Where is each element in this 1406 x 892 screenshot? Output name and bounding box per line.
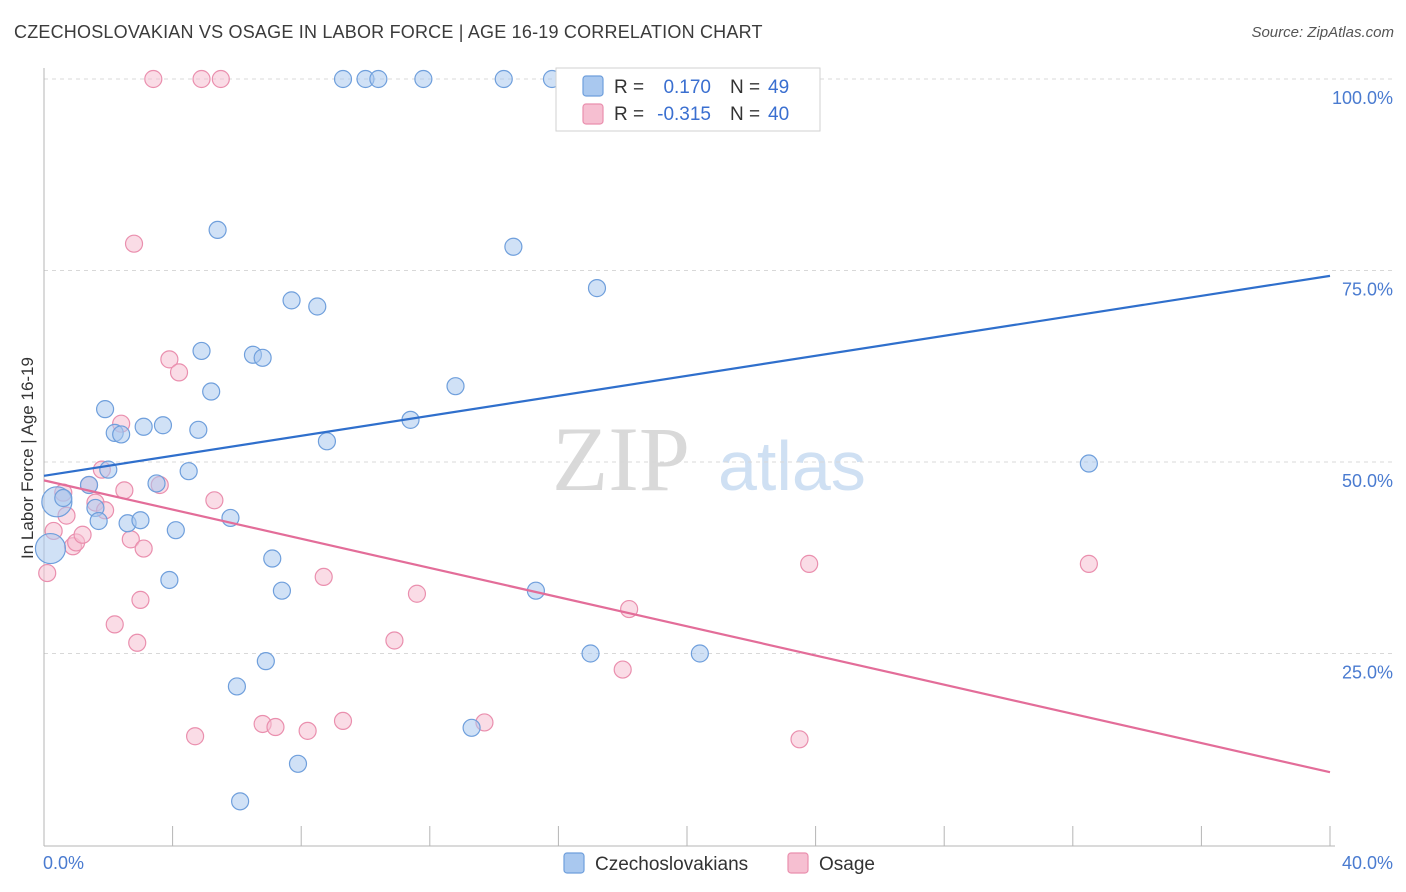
osage-point <box>124 234 144 253</box>
osage-point <box>266 717 285 737</box>
czechoslovakian-point <box>89 511 108 531</box>
czechoslovakian-point <box>208 220 227 240</box>
x-tick-label-min: 0.0% <box>43 853 84 873</box>
stats-legend-r-value-pink: -0.315 <box>657 104 711 125</box>
osage-point <box>790 730 809 749</box>
osage-point <box>385 631 404 650</box>
czechoslovakian-point <box>34 532 67 565</box>
watermark-zip: ZIP <box>552 408 690 510</box>
osage-point <box>205 491 224 510</box>
y-axis-title: In Labor Force | Age 16-19 <box>18 357 37 559</box>
series-legend-label-osage: Osage <box>819 854 875 875</box>
osage-point <box>38 563 57 583</box>
stats-legend-n-label-pink: N = <box>730 104 760 125</box>
czechoslovakian-point <box>179 462 198 481</box>
czechoslovakian-point <box>99 460 118 479</box>
series-legend-swatch-czechoslovakians <box>563 852 585 874</box>
czechoslovakian-point <box>333 69 353 89</box>
czechoslovakian-point <box>308 297 327 316</box>
czechoslovakian-point <box>131 511 150 530</box>
osage-point <box>314 567 333 587</box>
czechoslovakian-point <box>581 644 600 663</box>
osage-point <box>613 660 632 679</box>
czechoslovakian-point <box>153 416 173 435</box>
osage-point <box>144 69 163 89</box>
czechoslovakian-point <box>462 718 481 737</box>
series-legend-label-czechoslovakians: Czechoslovakians <box>595 854 748 875</box>
osage-point <box>186 727 205 746</box>
osage-point <box>211 69 230 89</box>
czechoslovakian-point <box>192 341 211 361</box>
stats-legend: R = 0.170 N = 49 R = -0.315 N = 40 <box>555 67 821 132</box>
osage-point <box>407 584 427 603</box>
series-legend: Czechoslovakians Osage <box>563 852 875 875</box>
czechoslovakian-point <box>494 69 513 89</box>
y-tick-label: 100.0% <box>1332 88 1393 108</box>
osage-point <box>134 539 153 558</box>
osage-point <box>333 711 353 731</box>
chart-source: Source: ZipAtlas.com <box>1251 24 1394 41</box>
czechoslovakian-trend-line <box>43 274 1331 477</box>
czechoslovakian-point <box>95 400 115 419</box>
chart-title: CZECHOSLOVAKIAN VS OSAGE IN LABOR FORCE … <box>14 22 763 42</box>
stats-legend-r-value-blue: 0.170 <box>663 77 711 98</box>
x-minor-ticks <box>43 826 1331 846</box>
stats-legend-n-value-pink: 40 <box>768 104 789 125</box>
czechoslovakian-point <box>202 382 221 401</box>
osage-point <box>192 69 211 89</box>
stats-legend-n-label-blue: N = <box>730 77 760 98</box>
czechoslovakian-point <box>288 754 308 773</box>
czechoslovakian-point <box>256 652 275 671</box>
osage-trend-line <box>43 479 1331 774</box>
stats-legend-r-label-blue: R = <box>614 77 644 98</box>
osage-point <box>298 721 317 740</box>
x-tick-label-max: 40.0% <box>1342 853 1393 873</box>
czechoslovakian-point <box>317 432 337 451</box>
osage-point <box>105 615 124 634</box>
series-legend-swatch-osage <box>787 852 809 874</box>
czechoslovakian-point <box>369 69 388 89</box>
osage-point <box>160 350 179 369</box>
osage-point <box>800 554 819 573</box>
czechoslovakian-point <box>272 581 292 600</box>
stats-legend-swatch-pink <box>582 103 604 125</box>
czechoslovakian-point <box>263 549 282 568</box>
czechoslovakian-point <box>147 474 166 493</box>
watermark-atlas: atlas <box>718 427 866 505</box>
czechoslovakian-point <box>414 69 433 89</box>
y-tick-labels: 25.0% 50.0% 75.0% 100.0% <box>1332 88 1393 683</box>
stats-legend-swatch-blue <box>582 75 604 97</box>
czechoslovakian-point <box>690 644 709 663</box>
osage-point <box>131 590 150 609</box>
osage-point <box>73 525 92 544</box>
stats-legend-r-label-pink: R = <box>614 104 644 125</box>
czechoslovakian-point <box>54 488 73 508</box>
osage-point <box>1079 554 1098 573</box>
czechoslovakian-point <box>227 677 246 696</box>
czechoslovakian-point <box>231 792 250 811</box>
czechoslovakian-point <box>189 420 208 439</box>
czechoslovakian-point <box>166 521 185 540</box>
osage-point <box>128 633 147 652</box>
czechoslovakian-point <box>112 425 131 444</box>
czechoslovakian-point <box>253 348 272 367</box>
osage-point <box>169 363 189 382</box>
czechoslovakian-point <box>1079 454 1098 473</box>
points-layer <box>34 69 1098 811</box>
trend-layer <box>43 274 1331 774</box>
czechoslovakian-point <box>282 291 301 310</box>
czechoslovakian-point <box>160 570 179 590</box>
y-tick-label: 25.0% <box>1342 663 1393 683</box>
czechoslovakian-point <box>504 237 523 256</box>
grid-layer <box>44 78 1393 654</box>
y-tick-label: 50.0% <box>1342 471 1393 491</box>
stats-legend-n-value-blue: 49 <box>768 77 789 98</box>
czechoslovakian-point <box>134 417 153 436</box>
czechoslovakian-point <box>446 377 465 396</box>
y-tick-label: 75.0% <box>1342 280 1393 300</box>
czechoslovakian-point <box>587 279 607 298</box>
